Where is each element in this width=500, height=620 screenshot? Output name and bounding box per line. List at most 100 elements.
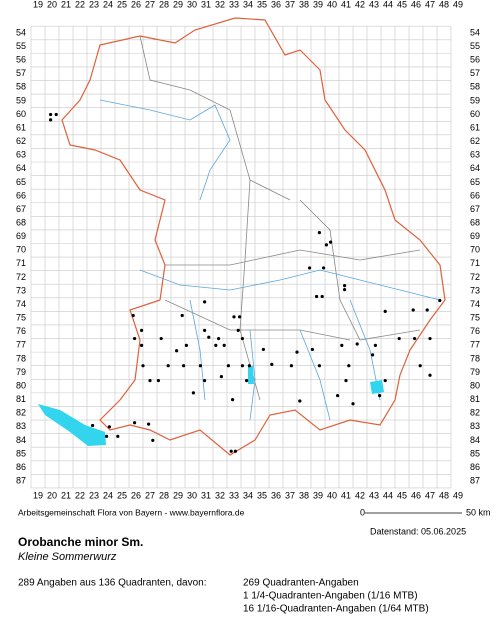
row-label: 72 — [470, 272, 480, 282]
occurrence — [308, 266, 312, 270]
occurrence — [428, 336, 432, 341]
occurrence — [247, 364, 251, 368]
row-label: 67 — [470, 204, 480, 214]
occurrence — [245, 379, 249, 383]
date: Datenstand: 05.06.2025 — [370, 526, 466, 536]
column-label: 42 — [355, 0, 365, 9]
column-label: 35 — [257, 0, 267, 9]
row-label: 87 — [470, 476, 480, 486]
column-label: 22 — [75, 0, 85, 9]
column-label: 25 — [117, 490, 127, 500]
occurrence — [324, 243, 328, 247]
occurrence — [222, 343, 226, 347]
occurrence — [270, 362, 274, 366]
occurrence — [411, 308, 415, 312]
occurrence — [310, 347, 314, 352]
detail: 1 1/4-Quadranten-Angaben (1/16 MTB) — [243, 591, 418, 602]
occurrence — [343, 288, 347, 292]
column-label: 21 — [61, 0, 71, 9]
row-label: 55 — [16, 41, 26, 51]
row-label: 82 — [470, 408, 480, 418]
row-label: 54 — [16, 27, 26, 37]
occurrence — [175, 349, 179, 353]
occurrence — [315, 294, 319, 299]
row-label: 77 — [470, 340, 480, 350]
occurrence — [371, 353, 375, 357]
column-label: 21 — [61, 490, 71, 500]
row-label: 76 — [470, 326, 480, 336]
row-label: 62 — [16, 136, 26, 146]
row-label: 84 — [16, 435, 26, 445]
column-label: 31 — [201, 490, 211, 500]
occurrence — [351, 402, 355, 406]
occurrence — [413, 336, 417, 341]
occurrence — [159, 336, 163, 341]
occurrence — [184, 343, 188, 347]
occurrence — [378, 393, 382, 398]
column-label: 26 — [131, 490, 141, 500]
occurrence — [203, 379, 207, 383]
column-label: 23 — [89, 490, 99, 500]
row-label: 59 — [470, 95, 480, 105]
column-label: 45 — [397, 490, 407, 500]
occurrence — [107, 425, 111, 429]
row-label: 72 — [16, 272, 26, 282]
row-label: 83 — [16, 421, 26, 431]
occurrence — [428, 373, 432, 377]
occurrence — [340, 343, 344, 347]
row-label: 61 — [470, 122, 480, 132]
row-label: 71 — [16, 258, 26, 268]
row-label: 76 — [16, 326, 26, 336]
occurrence — [322, 266, 326, 270]
row-label: 60 — [470, 109, 480, 119]
column-label: 19 — [33, 0, 43, 9]
row-label: 87 — [16, 476, 26, 486]
row-label: 85 — [470, 448, 480, 458]
row-label: 57 — [16, 68, 26, 78]
row-label: 56 — [470, 55, 480, 65]
column-label: 29 — [173, 0, 183, 9]
row-label: 70 — [16, 245, 26, 255]
column-label: 24 — [103, 490, 113, 500]
column-label: 22 — [75, 490, 85, 500]
credit: Arbeitsgemeinschaft Flora von Bayern - w… — [18, 507, 245, 517]
column-label: 39 — [313, 0, 323, 9]
column-label: 46 — [411, 0, 421, 9]
row-label: 63 — [470, 150, 480, 160]
row-label: 86 — [470, 462, 480, 472]
row-label: 85 — [16, 448, 26, 458]
occurrence — [317, 231, 321, 235]
row-label: 59 — [16, 95, 26, 105]
row-label: 64 — [16, 163, 26, 173]
row-label: 75 — [470, 313, 480, 323]
species: Orobanche minor Sm. — [18, 535, 143, 549]
row-label: 65 — [16, 177, 26, 187]
column-label: 49 — [453, 490, 463, 500]
column-label: 39 — [313, 490, 323, 500]
occurrence — [231, 398, 235, 402]
occurrence — [147, 422, 151, 426]
occurrence — [214, 343, 218, 347]
column-label: 33 — [229, 490, 239, 500]
row-label: 62 — [470, 136, 480, 146]
column-label: 37 — [285, 490, 295, 500]
occurrence — [336, 393, 340, 398]
column-label: 25 — [117, 0, 127, 9]
occurrence — [289, 364, 293, 368]
grid — [30, 25, 452, 489]
district-borders — [139, 35, 421, 401]
column-label: 28 — [159, 0, 169, 9]
occurrence — [54, 112, 58, 117]
occurrence — [317, 364, 321, 368]
occurrence — [49, 112, 53, 117]
occurrence — [133, 336, 137, 341]
row-label: 79 — [16, 367, 26, 377]
occurrence — [320, 294, 324, 299]
occurrence — [397, 336, 401, 341]
column-label: 30 — [187, 0, 197, 9]
lake-bodensee — [38, 404, 106, 446]
row-label: 69 — [16, 231, 26, 241]
occurrence — [233, 449, 237, 453]
column-label: 41 — [341, 0, 351, 9]
occurrence — [232, 315, 236, 319]
